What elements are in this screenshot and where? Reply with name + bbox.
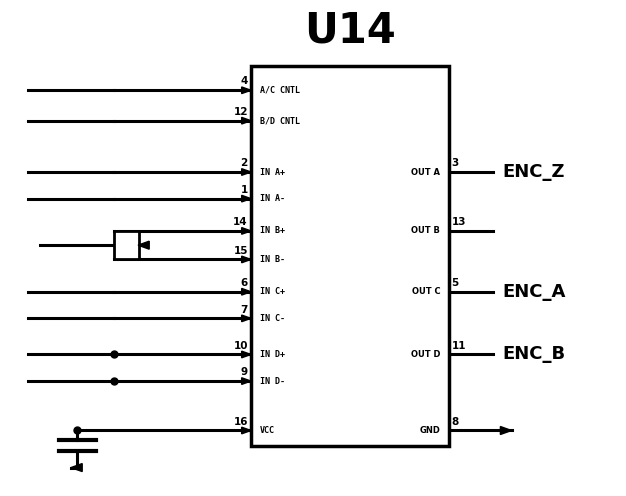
Polygon shape: [242, 427, 251, 434]
Polygon shape: [242, 315, 251, 322]
Text: 5: 5: [451, 278, 459, 288]
Text: OUT C: OUT C: [411, 287, 440, 296]
Text: OUT B: OUT B: [411, 226, 440, 236]
Text: 2: 2: [240, 158, 248, 168]
Text: 4: 4: [240, 76, 248, 86]
Text: 9: 9: [241, 367, 248, 377]
Text: 16: 16: [233, 417, 248, 427]
Text: A/C CNTL: A/C CNTL: [260, 86, 300, 95]
Polygon shape: [71, 464, 82, 472]
Text: 1: 1: [240, 185, 248, 195]
Polygon shape: [242, 87, 251, 94]
Bar: [115, 231, 139, 259]
Bar: [251, 65, 449, 446]
Text: OUT D: OUT D: [411, 350, 440, 359]
Text: 14: 14: [233, 217, 248, 227]
Polygon shape: [242, 378, 251, 384]
Text: 11: 11: [451, 341, 466, 351]
Polygon shape: [242, 351, 251, 358]
Text: B/D CNTL: B/D CNTL: [260, 116, 300, 125]
Text: 3: 3: [451, 158, 459, 168]
Text: IN D-: IN D-: [260, 376, 285, 385]
Polygon shape: [242, 118, 251, 124]
Text: ENC_B: ENC_B: [502, 346, 565, 364]
Text: U14: U14: [304, 9, 396, 51]
Polygon shape: [242, 228, 251, 234]
Text: 8: 8: [451, 417, 459, 427]
Polygon shape: [242, 195, 251, 202]
Text: IN B-: IN B-: [260, 255, 285, 264]
Polygon shape: [242, 256, 251, 263]
Text: 6: 6: [240, 278, 248, 288]
Text: IN D+: IN D+: [260, 350, 285, 359]
Text: 7: 7: [240, 305, 248, 314]
Polygon shape: [138, 241, 149, 249]
Text: 13: 13: [451, 217, 466, 227]
Polygon shape: [242, 169, 251, 175]
Text: 10: 10: [233, 341, 248, 351]
Text: IN C+: IN C+: [260, 287, 285, 296]
Text: ENC_A: ENC_A: [502, 283, 566, 301]
Text: 15: 15: [233, 246, 248, 255]
Polygon shape: [242, 288, 251, 295]
Polygon shape: [500, 427, 511, 434]
Text: 12: 12: [233, 107, 248, 117]
Text: IN C-: IN C-: [260, 314, 285, 323]
Text: ENC_Z: ENC_Z: [502, 163, 565, 181]
Text: VCC: VCC: [260, 426, 275, 435]
Text: IN B+: IN B+: [260, 226, 285, 236]
Text: GND: GND: [419, 426, 440, 435]
Text: OUT A: OUT A: [411, 168, 440, 177]
Text: IN A+: IN A+: [260, 168, 285, 177]
Text: IN A-: IN A-: [260, 194, 285, 203]
